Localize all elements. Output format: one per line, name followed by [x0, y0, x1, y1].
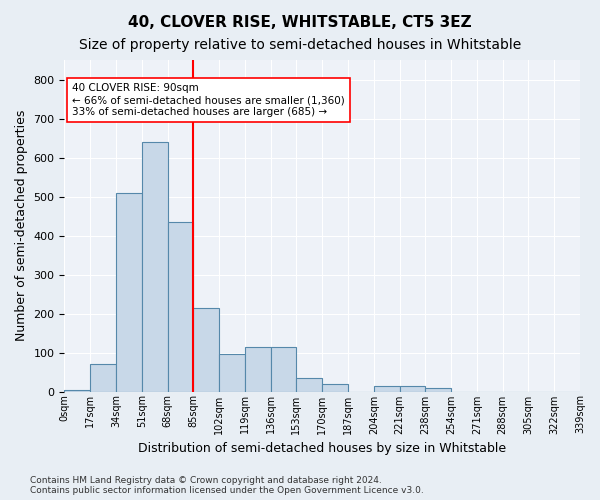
Bar: [271, 346, 296, 392]
Bar: [193, 308, 219, 392]
Bar: [116, 192, 142, 392]
Bar: [167, 222, 193, 392]
Bar: [374, 386, 400, 392]
Y-axis label: Number of semi-detached properties: Number of semi-detached properties: [15, 110, 28, 342]
Bar: [400, 386, 425, 392]
Bar: [425, 388, 451, 392]
Text: Contains HM Land Registry data © Crown copyright and database right 2024.
Contai: Contains HM Land Registry data © Crown c…: [30, 476, 424, 495]
Text: 40, CLOVER RISE, WHITSTABLE, CT5 3EZ: 40, CLOVER RISE, WHITSTABLE, CT5 3EZ: [128, 15, 472, 30]
Bar: [219, 354, 245, 392]
Bar: [142, 142, 167, 392]
Bar: [90, 364, 116, 392]
Bar: [245, 346, 271, 392]
Bar: [64, 390, 90, 392]
X-axis label: Distribution of semi-detached houses by size in Whitstable: Distribution of semi-detached houses by …: [138, 442, 506, 455]
Bar: [296, 378, 322, 392]
Bar: [322, 384, 348, 392]
Text: Size of property relative to semi-detached houses in Whitstable: Size of property relative to semi-detach…: [79, 38, 521, 52]
Text: 40 CLOVER RISE: 90sqm
← 66% of semi-detached houses are smaller (1,360)
33% of s: 40 CLOVER RISE: 90sqm ← 66% of semi-deta…: [72, 84, 345, 116]
